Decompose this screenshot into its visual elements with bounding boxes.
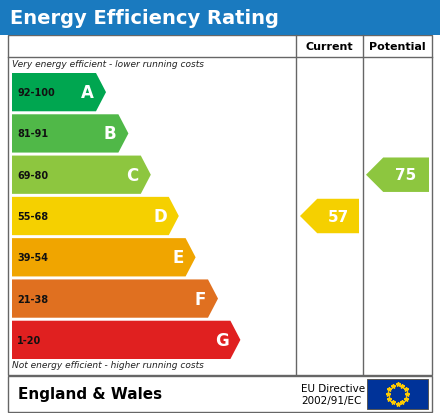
Text: C: C [127, 166, 139, 184]
Text: 1-20: 1-20 [17, 335, 41, 345]
Polygon shape [300, 199, 359, 234]
Polygon shape [12, 197, 179, 235]
Text: Current: Current [306, 42, 353, 52]
Text: Very energy efficient - lower running costs: Very energy efficient - lower running co… [12, 60, 204, 69]
Text: Energy Efficiency Rating: Energy Efficiency Rating [10, 9, 279, 27]
Text: 55-68: 55-68 [17, 211, 48, 221]
Text: 81-91: 81-91 [17, 129, 48, 139]
Polygon shape [366, 158, 429, 192]
Text: 92-100: 92-100 [17, 88, 55, 98]
Bar [367, 379, 428, 409]
Text: EU Directive
2002/91/EC: EU Directive 2002/91/EC [301, 383, 365, 405]
Text: Not energy efficient - higher running costs: Not energy efficient - higher running co… [12, 360, 204, 369]
Polygon shape [12, 74, 106, 112]
Text: D: D [153, 207, 167, 225]
Text: 21-38: 21-38 [17, 294, 48, 304]
Polygon shape [12, 321, 240, 359]
Bar [8, 36, 432, 375]
Polygon shape [12, 156, 151, 195]
Text: A: A [81, 84, 94, 102]
Text: England & Wales: England & Wales [18, 387, 162, 401]
Polygon shape [12, 280, 218, 318]
Text: 75: 75 [396, 168, 417, 183]
Polygon shape [12, 239, 196, 277]
Text: F: F [194, 290, 206, 308]
Bar [0, 0, 440, 36]
Text: Potential: Potential [369, 42, 426, 52]
Text: 69-80: 69-80 [17, 170, 48, 180]
Polygon shape [12, 115, 128, 153]
Text: 57: 57 [327, 209, 349, 224]
Text: E: E [172, 249, 183, 267]
Text: 39-54: 39-54 [17, 253, 48, 263]
Bar [8, 376, 432, 412]
Text: B: B [104, 125, 117, 143]
Text: G: G [215, 331, 228, 349]
